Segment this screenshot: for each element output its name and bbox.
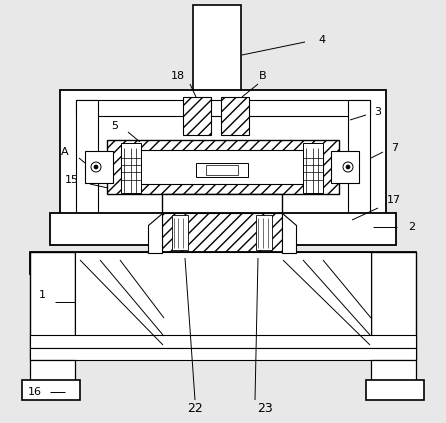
Bar (76, 100, 370, 116)
Bar (30, 252, 75, 360)
Text: 17: 17 (387, 195, 401, 205)
Text: 1: 1 (38, 290, 45, 300)
Circle shape (94, 165, 98, 169)
Bar (303, 143, 323, 193)
Text: 2: 2 (409, 222, 416, 232)
Text: 7: 7 (392, 143, 399, 153)
Bar (22, 380, 80, 400)
Bar (162, 194, 282, 216)
Text: 23: 23 (257, 401, 273, 415)
Bar (50, 213, 396, 245)
Bar (371, 252, 416, 360)
Bar (206, 165, 238, 175)
Bar (196, 163, 248, 177)
Text: A: A (61, 147, 69, 157)
Polygon shape (148, 213, 162, 253)
Bar (60, 90, 386, 220)
Bar (256, 215, 272, 250)
Bar (371, 360, 416, 382)
Bar (107, 140, 339, 194)
Bar (30, 348, 416, 360)
Bar (348, 100, 370, 218)
Circle shape (346, 165, 350, 169)
Text: 4: 4 (318, 35, 326, 45)
Text: 15: 15 (65, 175, 79, 185)
Bar (193, 5, 241, 95)
Text: 22: 22 (187, 401, 203, 415)
Bar (162, 213, 282, 253)
Text: 16: 16 (28, 387, 42, 397)
Polygon shape (282, 213, 296, 253)
Bar (85, 151, 113, 183)
Bar (30, 335, 416, 348)
Text: 3: 3 (375, 107, 381, 117)
Bar (172, 215, 188, 250)
Bar (221, 97, 249, 135)
Bar (30, 252, 416, 274)
Bar (366, 380, 424, 400)
Bar (76, 100, 98, 218)
Bar (183, 97, 211, 135)
Bar (30, 360, 75, 382)
Bar (121, 143, 141, 193)
Bar (121, 150, 323, 184)
Bar (75, 252, 371, 347)
Text: B: B (259, 71, 267, 81)
Text: 5: 5 (112, 121, 119, 131)
Bar (331, 151, 359, 183)
Text: 18: 18 (171, 71, 185, 81)
